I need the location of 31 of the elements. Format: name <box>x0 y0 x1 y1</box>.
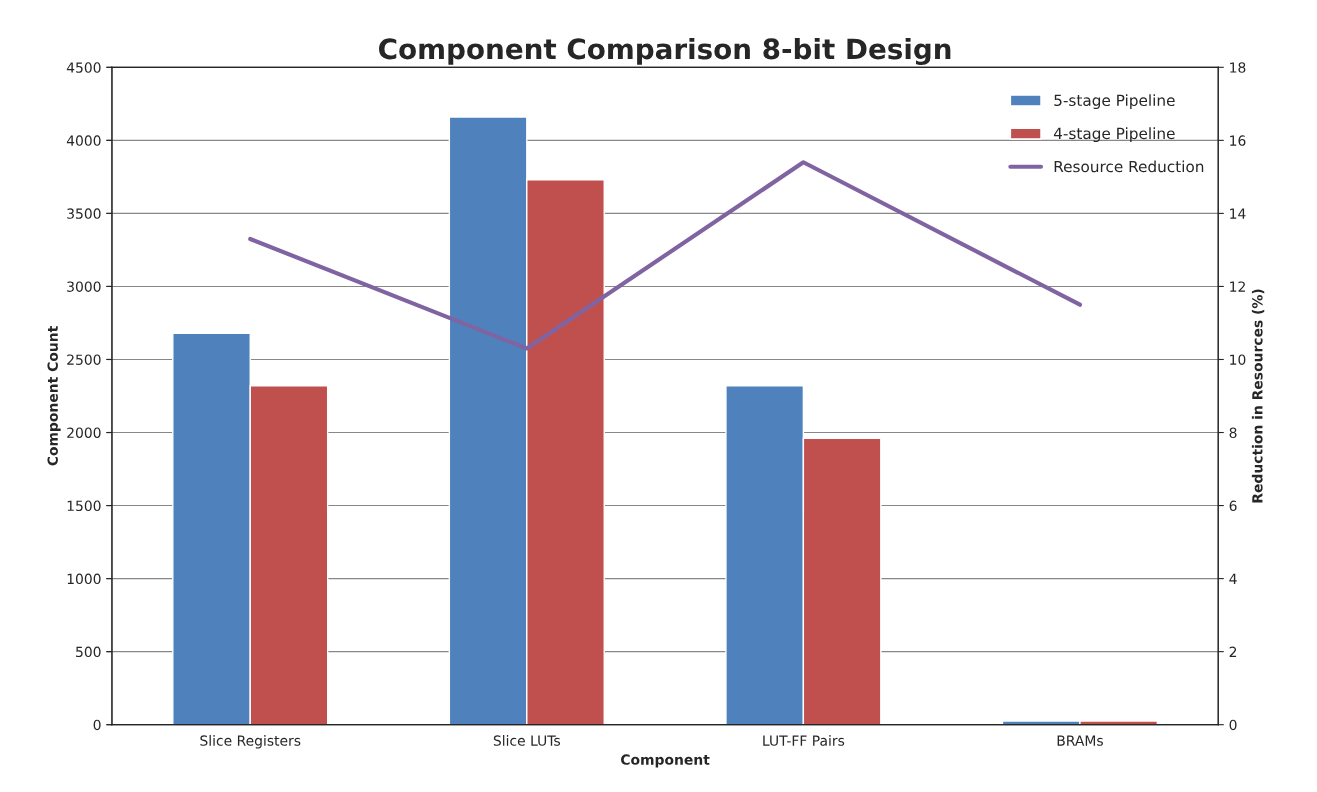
y2-tick-label: 10 <box>1230 354 1246 365</box>
y-tick-label: 2500 <box>67 354 101 365</box>
y-tick-label: 500 <box>76 646 101 658</box>
y2-tick-label: 14 <box>1230 208 1246 219</box>
x-tick-label: Slice LUTs <box>493 735 561 746</box>
y2-tick-label: 4 <box>1229 573 1237 584</box>
x-axis-title: Component <box>621 754 710 768</box>
y-tick-label: 4000 <box>66 135 101 146</box>
y2-tick-label: 8 <box>1229 427 1237 438</box>
chart-title: Component Comparison 8-bit Design <box>379 37 951 65</box>
y-tick-label: 0 <box>93 719 101 731</box>
x-tick-label: Slice Registers <box>200 735 301 749</box>
y-tick-label: 4500 <box>66 62 101 73</box>
y2-tick-label: 16 <box>1230 135 1246 146</box>
y-axis-title: Component Count <box>47 326 61 466</box>
y-tick-label: 1000 <box>67 573 101 585</box>
legend-label: 5-stage Pipeline <box>1054 94 1175 109</box>
legend-label: 4-stage Pipeline <box>1053 127 1175 143</box>
y-tick-label: 3500 <box>67 208 101 219</box>
y2-tick-label: 6 <box>1229 500 1237 512</box>
y2-tick-label: 2 <box>1229 646 1237 657</box>
legend-label: Resource Reduction <box>1054 160 1204 173</box>
y2-tick-label: 0 <box>1229 719 1237 731</box>
y2-axis-title: Reduction in Resources (%) <box>1251 289 1265 503</box>
y-tick-label: 3000 <box>67 281 101 292</box>
y2-tick-label: 18 <box>1230 62 1246 73</box>
y2-tick-label: 12 <box>1230 281 1245 292</box>
x-tick-label: LUT-FF Pairs <box>763 735 845 746</box>
y-tick-label: 1500 <box>67 500 101 512</box>
x-tick-label: BRAMs <box>1057 735 1103 746</box>
y-tick-label: 2000 <box>67 427 101 438</box>
